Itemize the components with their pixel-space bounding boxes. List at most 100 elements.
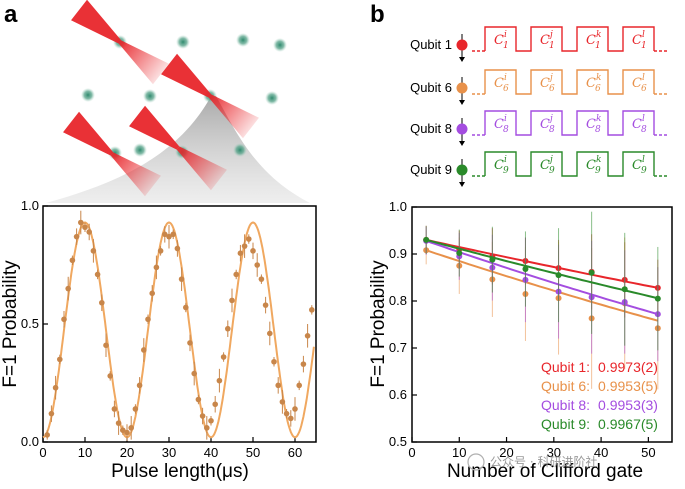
rabi-point xyxy=(94,271,101,278)
arrow-head-icon xyxy=(459,141,465,146)
rabi-oscillation-chart: 0.0 0.5 1.0 0 10 20 30 40 50 60 Pulse length(μs)… xyxy=(0,198,317,482)
rb-series xyxy=(423,211,661,390)
rabi-point xyxy=(275,382,282,389)
rabi-x-tick-label: 60 xyxy=(288,445,302,460)
gate-label: C xyxy=(494,76,504,91)
rabi-point xyxy=(141,347,147,353)
rb-point xyxy=(621,286,628,293)
rb-y-tick-label: 0.8 xyxy=(389,293,407,308)
rabi-point xyxy=(174,245,181,252)
gate-subscript: 8 xyxy=(503,125,509,135)
rabi-point xyxy=(128,425,134,431)
rabi-point xyxy=(136,382,143,389)
rabi-point xyxy=(241,243,248,249)
rabi-point xyxy=(246,236,252,242)
atom xyxy=(143,89,157,103)
qubit-label: Qubit 1 xyxy=(410,37,452,52)
rabi-point xyxy=(166,233,172,240)
rabi-point xyxy=(296,382,303,389)
rabi-y-tick-label: 0.0 xyxy=(21,434,39,449)
rabi-point xyxy=(44,432,50,438)
rabi-point xyxy=(309,307,315,313)
rb-legend-entry: Qubit 1: 0.9973(2) xyxy=(541,359,658,375)
rabi-point xyxy=(225,325,231,332)
rabi-point xyxy=(107,373,113,379)
rabi-point xyxy=(86,229,92,235)
arrow-head-icon xyxy=(459,57,465,62)
rb-point xyxy=(423,236,430,243)
rabi-point xyxy=(120,427,126,434)
rabi-point xyxy=(262,302,269,308)
rabi-point xyxy=(57,356,63,363)
gate-subscript: 8 xyxy=(641,125,647,135)
gate-label: C xyxy=(494,33,504,48)
rb-y-axis: 0.5 0.6 0.7 0.8 0.9 1.0 xyxy=(389,199,417,449)
rb-legend: Qubit 1: 0.9973(2)Qubit 6: 0.9953(5)Qubit … xyxy=(541,359,658,432)
atom xyxy=(133,143,147,157)
rb-point xyxy=(489,256,496,263)
rb-y-tick-label: 0.9 xyxy=(389,246,407,261)
qubit-label: Qubit 6 xyxy=(410,80,452,95)
rabi-point xyxy=(82,224,88,231)
rabi-point xyxy=(229,297,235,304)
gate-subscript: 6 xyxy=(641,84,647,94)
pulse-train xyxy=(484,69,655,95)
rb-fit-line xyxy=(425,239,659,316)
gate-superscript: l xyxy=(642,155,645,165)
rb-point xyxy=(588,269,595,276)
rabi-point xyxy=(183,304,189,311)
laser-beam xyxy=(63,111,161,197)
qubit-dot xyxy=(456,123,468,135)
gate-subscript: 1 xyxy=(595,41,601,51)
rabi-x-axis: 0 10 20 30 40 50 60 xyxy=(39,437,302,460)
rabi-fit-curve xyxy=(42,221,315,439)
rabi-x-tick-label: 0 xyxy=(39,445,46,460)
rb-legend-fidelity: 0.9953(3) xyxy=(598,397,658,413)
rb-y-tick-label: 0.5 xyxy=(389,434,407,449)
qubit-dot xyxy=(456,39,468,51)
rabi-x-tick-label: 10 xyxy=(78,445,92,460)
rabi-point xyxy=(237,250,244,256)
rabi-y-tick-label: 0.5 xyxy=(21,316,39,331)
laser-beam xyxy=(71,0,169,85)
rabi-point xyxy=(304,333,311,339)
rb-point xyxy=(654,295,661,302)
rabi-point xyxy=(279,399,286,405)
randomized-benchmarking-chart: 0.5 0.6 0.7 0.8 0.9 1.0 0 10 20 30 40 50 Qubit 1: 0… xyxy=(368,199,673,482)
rabi-point xyxy=(191,370,197,377)
rabi-point xyxy=(157,248,164,254)
gate-label: C xyxy=(494,117,504,132)
gate-superscript: i xyxy=(504,114,507,124)
pulse-train xyxy=(484,110,655,136)
gate-label: C xyxy=(540,76,550,91)
atom xyxy=(176,35,190,49)
rb-legend-fidelity: 0.9967(5) xyxy=(598,416,658,432)
rabi-y-axis: 0.0 0.5 1.0 xyxy=(21,198,48,449)
gate-superscript: k xyxy=(596,30,601,40)
rabi-y-tick-label: 1.0 xyxy=(21,198,39,213)
rb-y-tick-label: 0.7 xyxy=(389,340,407,355)
atom xyxy=(81,88,95,102)
rabi-point xyxy=(199,413,206,419)
rabi-point xyxy=(124,429,130,436)
rb-x-tick-label: 40 xyxy=(594,445,608,460)
rb-y-axis-label: F=1 Probability xyxy=(368,260,389,388)
watermark: 公众号 · 科研进阶社 xyxy=(467,453,597,471)
gate-subscript: 9 xyxy=(641,166,647,176)
atom xyxy=(236,33,250,47)
gate-superscript: i xyxy=(504,155,507,165)
gate-label: C xyxy=(586,158,596,173)
gate-superscript: l xyxy=(642,114,645,124)
gate-label: C xyxy=(540,158,550,173)
pulse-train xyxy=(484,26,655,52)
rb-point xyxy=(456,250,463,257)
gate-label: C xyxy=(540,117,550,132)
gate-subscript: 8 xyxy=(549,125,555,135)
atom xyxy=(233,143,247,157)
rabi-point xyxy=(145,316,151,323)
rb-fit-line xyxy=(425,249,659,322)
gate-subscript: 9 xyxy=(549,166,555,176)
rabi-point xyxy=(69,257,76,264)
gate-superscript: l xyxy=(642,73,645,83)
